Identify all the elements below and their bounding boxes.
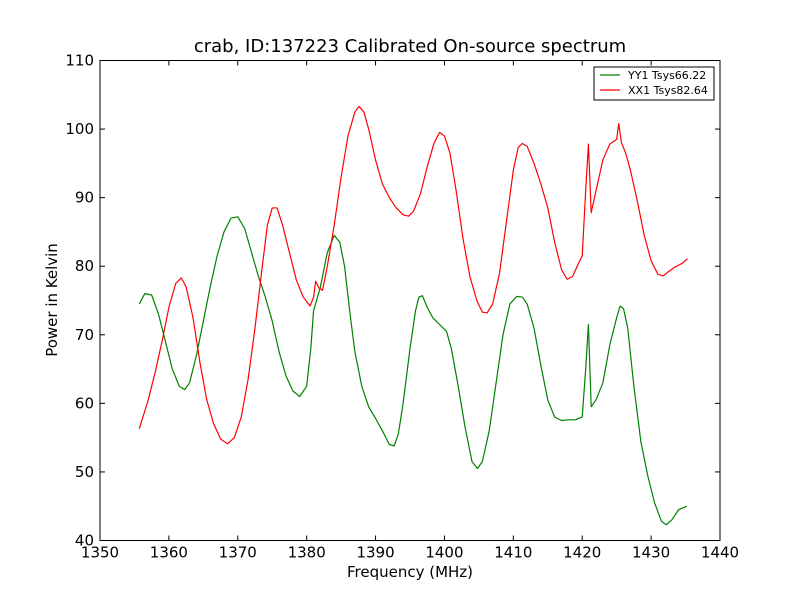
y-tick-label: 70 bbox=[75, 326, 94, 344]
series-layer bbox=[138, 105, 689, 526]
y-tick-label: 60 bbox=[75, 394, 94, 412]
y-tick-label: 100 bbox=[65, 120, 94, 138]
chart-title: crab, ID:137223 Calibrated On-source spe… bbox=[194, 36, 626, 57]
y-tick-label: 50 bbox=[75, 463, 94, 481]
legend-label: XX1 Tsys82.64 bbox=[628, 84, 708, 97]
y-axis-label: Power in Kelvin bbox=[43, 243, 61, 357]
x-axis-label: Frequency (MHz) bbox=[347, 563, 473, 581]
series-line-yy1 bbox=[138, 216, 688, 526]
x-tick-label: 1390 bbox=[356, 544, 394, 562]
ticks-layer: 1350 1360 1370 1380 1390 1400 1410 1420 1430 1440… bbox=[65, 52, 739, 562]
legend-box bbox=[593, 66, 715, 101]
x-tick-label: 1420 bbox=[563, 544, 601, 562]
y-tick-label: 90 bbox=[75, 189, 94, 207]
x-tick-label: 1370 bbox=[219, 544, 257, 562]
x-tick-label: 1430 bbox=[632, 544, 670, 562]
series-line-xx1 bbox=[138, 105, 689, 445]
y-tick-label: 80 bbox=[75, 257, 94, 275]
x-tick-label: 1350 bbox=[81, 544, 119, 562]
legend: YY1 Tsys66.22 XX1 Tsys82.64 bbox=[593, 66, 715, 101]
x-tick-label: 1440 bbox=[701, 544, 739, 562]
x-tick-label: 1400 bbox=[425, 544, 463, 562]
x-tick-label: 1410 bbox=[494, 544, 532, 562]
legend-label: YY1 Tsys66.22 bbox=[627, 69, 706, 82]
x-tick-label: 1380 bbox=[288, 544, 326, 562]
x-tick-label: 1360 bbox=[150, 544, 188, 562]
plot-frame bbox=[99, 60, 721, 541]
y-tick-label: 40 bbox=[75, 532, 94, 550]
y-tick-label: 110 bbox=[65, 52, 94, 70]
